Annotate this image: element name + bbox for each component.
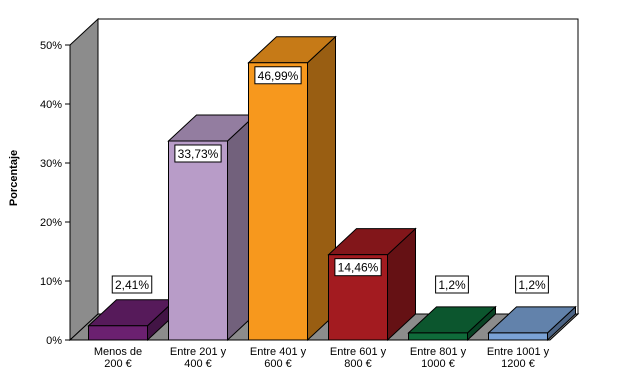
bar-front bbox=[248, 62, 308, 341]
x-category-label: 1000 € bbox=[421, 358, 455, 370]
x-category-label: 600 € bbox=[264, 358, 292, 370]
data-labels: 2,41% 33,73% 46,99% 14,46% 1,2% 1,2% bbox=[111, 66, 549, 294]
y-tick-label: 20% bbox=[40, 217, 62, 229]
y-axis: 0% 10% 20% 30% 40% 50% bbox=[40, 40, 71, 347]
bar bbox=[407, 305, 497, 342]
bar-front bbox=[88, 325, 148, 341]
data-label: 33,73% bbox=[178, 147, 219, 161]
y-axis-title: Porcentaje bbox=[8, 150, 20, 206]
x-category-label: 1200 € bbox=[501, 358, 535, 370]
data-label: 1,2% bbox=[438, 278, 466, 292]
data-label: 14,46% bbox=[338, 261, 379, 275]
bar bbox=[247, 35, 337, 342]
side-wall bbox=[69, 17, 99, 342]
y-tick-label: 50% bbox=[40, 40, 62, 52]
y-tick-label: 40% bbox=[40, 99, 62, 111]
data-label-box bbox=[254, 66, 302, 85]
x-category-label: Entre 1001 y bbox=[487, 346, 550, 358]
bar bbox=[327, 227, 417, 342]
bar-front bbox=[168, 140, 228, 341]
y-tick-label: 10% bbox=[40, 276, 62, 288]
bar-front bbox=[488, 332, 548, 341]
data-label-box bbox=[515, 275, 549, 294]
x-category-label: 200 € bbox=[104, 358, 132, 370]
data-label-box bbox=[334, 258, 382, 277]
x-category-label: Entre 801 y bbox=[410, 346, 467, 358]
data-label-box bbox=[174, 144, 222, 163]
data-label: 2,41% bbox=[115, 278, 149, 292]
x-category-label: Entre 601 y bbox=[330, 346, 387, 358]
data-label-box bbox=[111, 275, 153, 294]
bar bbox=[487, 305, 577, 342]
x-category-label: 800 € bbox=[344, 358, 372, 370]
data-label: 46,99% bbox=[258, 69, 299, 83]
bar-front bbox=[408, 332, 468, 341]
x-category-label: Entre 201 y bbox=[170, 346, 227, 358]
bars bbox=[87, 35, 577, 342]
x-category-label: Entre 401 y bbox=[250, 346, 307, 358]
data-label-box bbox=[435, 275, 469, 294]
y-tick-label: 30% bbox=[40, 158, 62, 170]
x-category-label: Menos de bbox=[94, 346, 142, 358]
y-tick-label: 0% bbox=[46, 335, 62, 347]
data-label: 1,2% bbox=[518, 278, 546, 292]
x-category-label: 400 € bbox=[184, 358, 212, 370]
